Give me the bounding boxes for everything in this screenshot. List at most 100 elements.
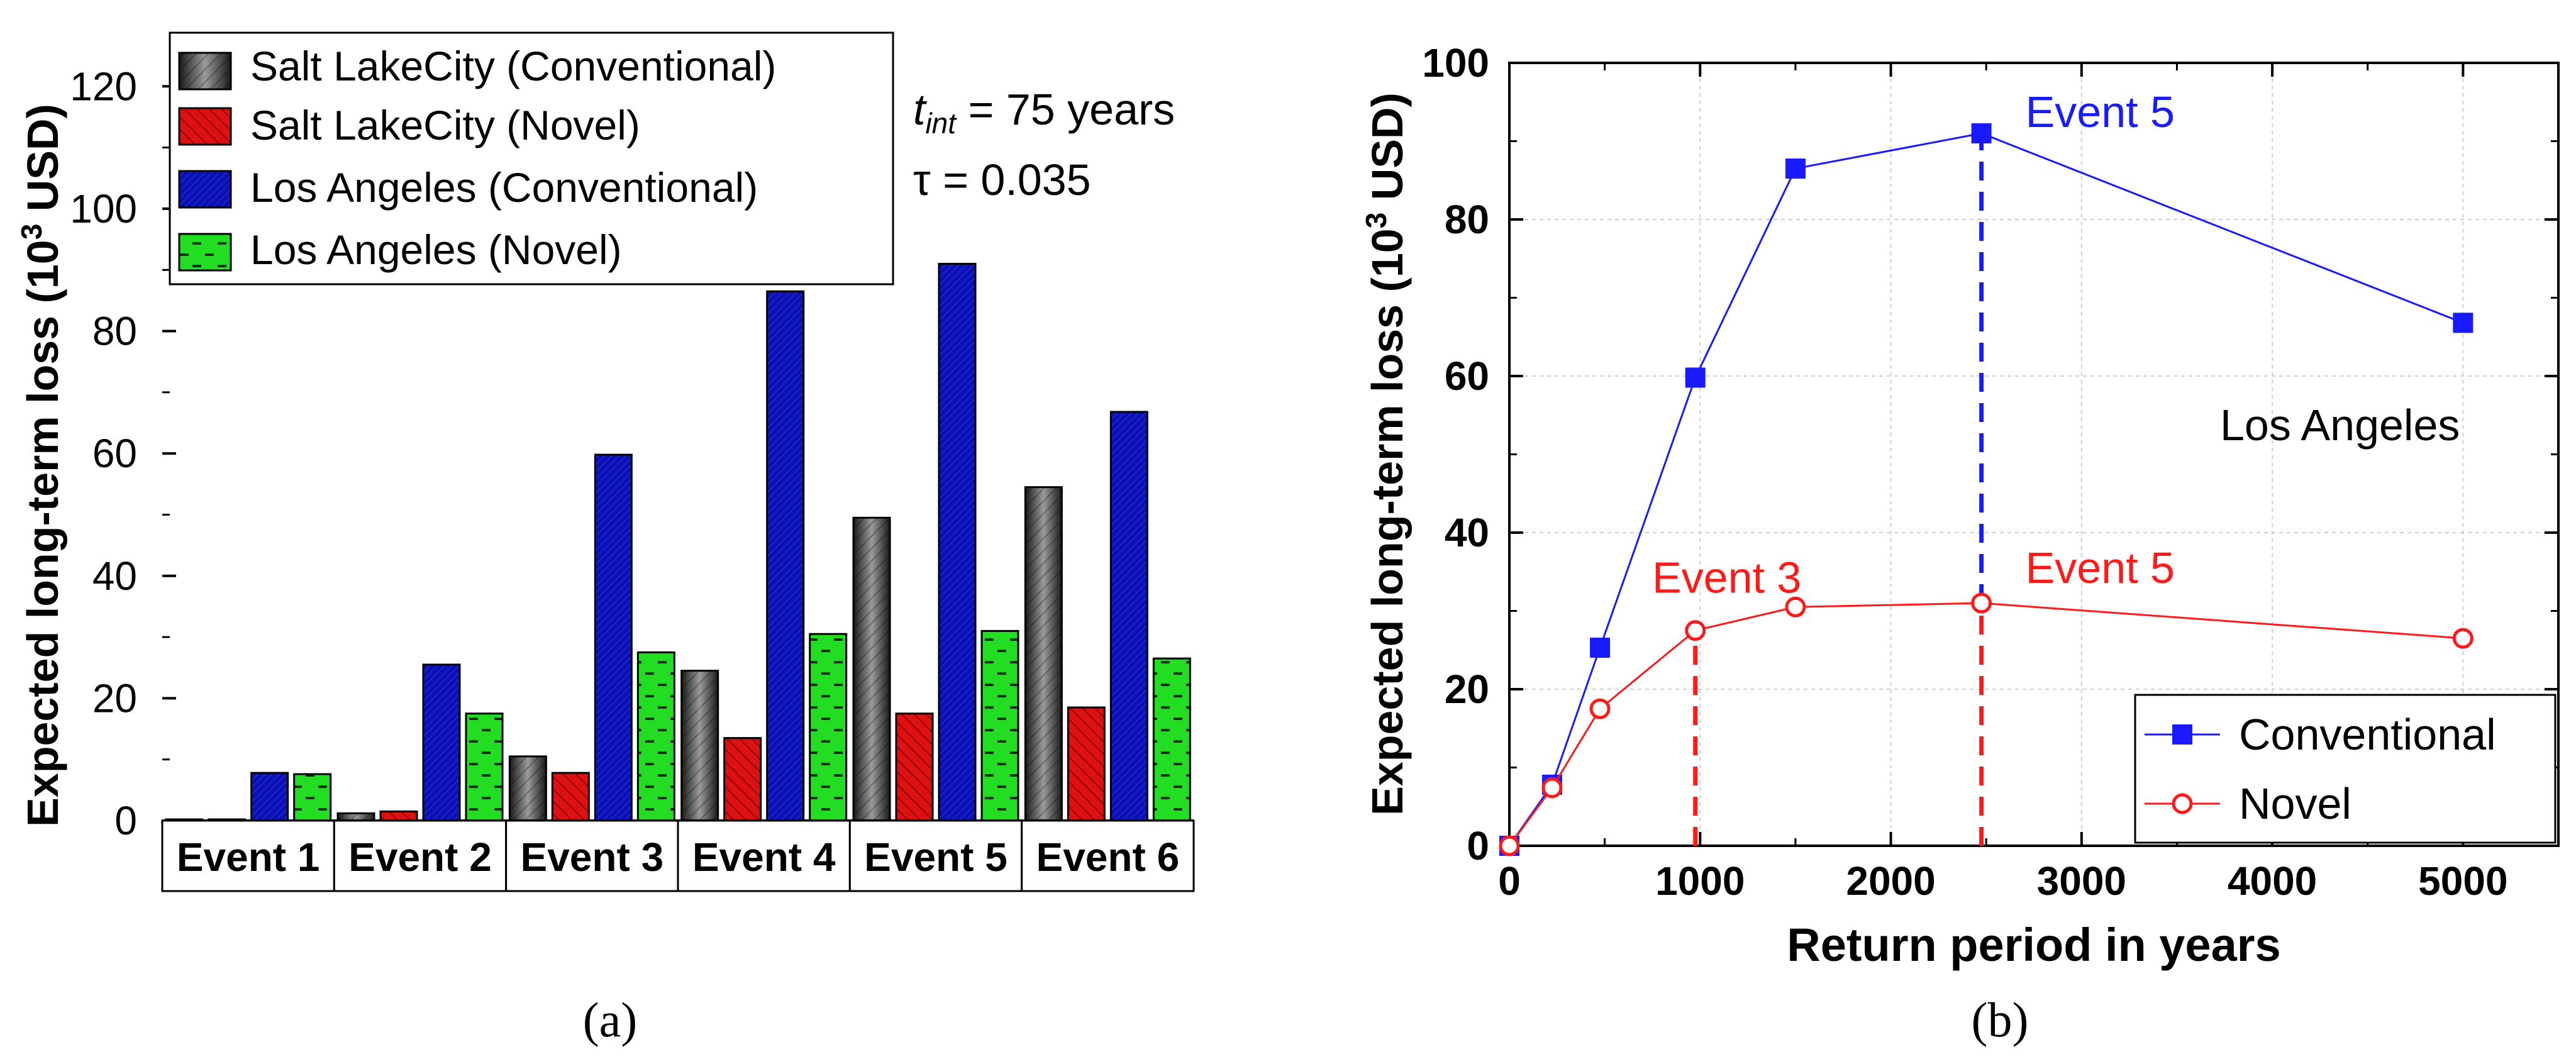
point-novel-975 xyxy=(1685,620,1706,641)
bar-los-angeles-conventional-event-6 xyxy=(1109,411,1148,822)
panel-b-y-axis-label: Expected long-term loss (103 USD) xyxy=(1360,92,1412,816)
bar-salt-lakecity-novel-event-6 xyxy=(1067,706,1106,822)
x-tick-label-1000: 1000 xyxy=(1655,858,1745,904)
point-novel-0 xyxy=(1499,835,1520,856)
legend-marker-circle xyxy=(2172,793,2193,814)
legend-swatch-la-novel xyxy=(178,233,232,272)
bar-hatch-salt-lakecity-conventional-event-6 xyxy=(1025,487,1062,821)
category-label-event-1: Event 1 xyxy=(177,834,320,880)
legend-swatch-slc-novel xyxy=(178,107,232,146)
bar-hatch-salt-lakecity-conventional-event-5 xyxy=(853,518,890,821)
category-label-event-4: Event 4 xyxy=(692,834,836,880)
bar-salt-lakecity-novel-event-5 xyxy=(895,712,934,822)
category-box-event-3 xyxy=(505,819,679,892)
point-novel-224 xyxy=(1541,777,1563,799)
panel-a-y-ticks: 0 20 40 60 80 100 120 xyxy=(70,64,176,843)
panel-b-grid xyxy=(1509,63,2558,846)
point-novel-5000 xyxy=(2452,628,2473,649)
panel-b-x-axis-label: Return period in years xyxy=(1787,919,2280,971)
category-box-event-6 xyxy=(1021,819,1195,892)
bar-los-angeles-novel-event-4 xyxy=(809,633,848,822)
y-tick-label-b-40: 40 xyxy=(1445,510,1489,555)
bar-los-angeles-conventional-event-4 xyxy=(766,290,805,822)
panel-b-series xyxy=(1499,123,2473,856)
x-tick-label-2000: 2000 xyxy=(1846,858,1935,904)
x-tick-label-5000: 5000 xyxy=(2418,858,2507,904)
tau-annotation: τ = 0.035 xyxy=(913,155,1091,204)
category-box-event-4 xyxy=(677,819,851,892)
category-box-event-5 xyxy=(848,819,1023,892)
y-tick-label-a-0: 0 xyxy=(114,798,137,843)
y-tick-label-b-100: 100 xyxy=(1422,40,1489,86)
panel-a-caption: (a) xyxy=(583,992,638,1047)
bar-los-angeles-novel-event-6 xyxy=(1152,657,1191,822)
category-label-event-3: Event 3 xyxy=(521,834,664,880)
bar-los-angeles-novel-event-2 xyxy=(465,712,504,822)
bar-los-angeles-novel-event-3 xyxy=(636,651,675,822)
category-label-event-5: Event 5 xyxy=(864,834,1008,880)
y-tick-label-a-20: 20 xyxy=(92,675,137,721)
y-tick-label-b-60: 60 xyxy=(1445,353,1489,399)
bar-hatch-salt-lakecity-conventional-event-3 xyxy=(509,756,547,821)
point-novel-475 xyxy=(1589,698,1611,719)
panel-b-dashed-drop-lines xyxy=(1693,133,1984,846)
y-tick-label-b-20: 20 xyxy=(1445,667,1489,712)
bar-los-angeles-conventional-event-3 xyxy=(594,453,633,822)
bar-los-angeles-conventional-event-2 xyxy=(422,663,461,822)
bar-salt-lakecity-novel-event-4 xyxy=(723,737,762,822)
legend-label-novel: Novel xyxy=(2239,779,2351,828)
bar-hatch-salt-lakecity-conventional-event-2 xyxy=(338,813,374,821)
tint-annotation: tint = 75 years xyxy=(913,85,1175,140)
legend-label-slc-novel: Salt LakeCity (Novel) xyxy=(250,102,640,148)
y-tick-label-a-80: 80 xyxy=(92,309,137,354)
bar-los-angeles-novel-event-5 xyxy=(980,629,1019,822)
y-tick-label-a-40: 40 xyxy=(92,553,137,599)
category-label-event-6: Event 6 xyxy=(1036,834,1180,880)
panel-a-category-labels: Event 1 Event 2 Event 3 Event 4 Event 5 Event… xyxy=(161,819,1195,892)
bar-los-angeles-novel-event-1 xyxy=(293,773,332,822)
y-tick-label-b-0: 0 xyxy=(1467,823,1489,868)
y-tick-label-a-100: 100 xyxy=(70,186,137,231)
panel-b-legend-frame xyxy=(2134,694,2557,844)
panel-b-caption: (b) xyxy=(1972,992,2029,1047)
panel-b-legend: Conventional Novel xyxy=(2134,694,2557,844)
point-conventional-5000 xyxy=(2453,313,2473,333)
legend-label-la-novel: Los Angeles (Novel) xyxy=(250,226,622,273)
panel-b-annotations: Event 5 Event 3 Event 5 xyxy=(1652,87,2175,602)
point-novel-2475 xyxy=(1971,592,1992,614)
legend-label-la-conventional: Los Angeles (Conventional) xyxy=(250,164,758,211)
legend-label-conventional: Conventional xyxy=(2239,710,2496,759)
bar-los-angeles-conventional-event-1 xyxy=(250,772,289,822)
panel-a-legend-frame xyxy=(169,31,894,285)
bar-hatch-salt-lakecity-conventional-event-4 xyxy=(681,670,718,821)
point-conventional-2475 xyxy=(1971,123,1992,144)
bar-salt-lakecity-novel-event-3 xyxy=(551,772,590,822)
annotation-red-event-3: Event 3 xyxy=(1652,553,1801,602)
panel-a-y-axis-label: Expected long-term loss (103 USD) xyxy=(15,104,67,827)
x-tick-label-0: 0 xyxy=(1498,858,1521,904)
panel-a-bars xyxy=(165,263,1191,822)
y-tick-label-a-60: 60 xyxy=(92,431,137,476)
point-conventional-475 xyxy=(1590,638,1611,658)
panel-b-ticks: 0 1000 2000 3000 4000 5000 0 20 40 60 80 100 xyxy=(1422,40,2558,904)
annotation-red-event-5: Event 5 xyxy=(2026,543,2175,592)
y-tick-label-b-80: 80 xyxy=(1445,197,1489,242)
category-label-event-2: Event 2 xyxy=(348,834,492,880)
legend-swatch-la-conventional xyxy=(178,170,232,209)
y-tick-label-a-120: 120 xyxy=(70,64,137,109)
panel-a-legend: Salt LakeCity (Conventional) Salt LakeCi… xyxy=(169,31,894,285)
x-tick-label-4000: 4000 xyxy=(2228,858,2317,904)
annotation-blue-event-5: Event 5 xyxy=(2026,87,2175,136)
panel-b-region-label: Los Angeles xyxy=(2220,401,2460,450)
panel-b-line-chart: 0 1000 2000 3000 4000 5000 0 20 40 60 80 100 Event … xyxy=(1360,40,2560,1047)
category-box-event-1 xyxy=(161,819,335,892)
legend-marker-square xyxy=(2172,724,2192,745)
legend-label-slc-conventional: Salt LakeCity (Conventional) xyxy=(250,43,776,89)
bar-los-angeles-conventional-event-5 xyxy=(938,263,977,822)
point-conventional-975 xyxy=(1685,367,1706,388)
legend-swatch-slc-conventional-hatch xyxy=(179,53,231,89)
x-tick-label-3000: 3000 xyxy=(2037,858,2126,904)
point-conventional-1500 xyxy=(1785,158,1806,179)
